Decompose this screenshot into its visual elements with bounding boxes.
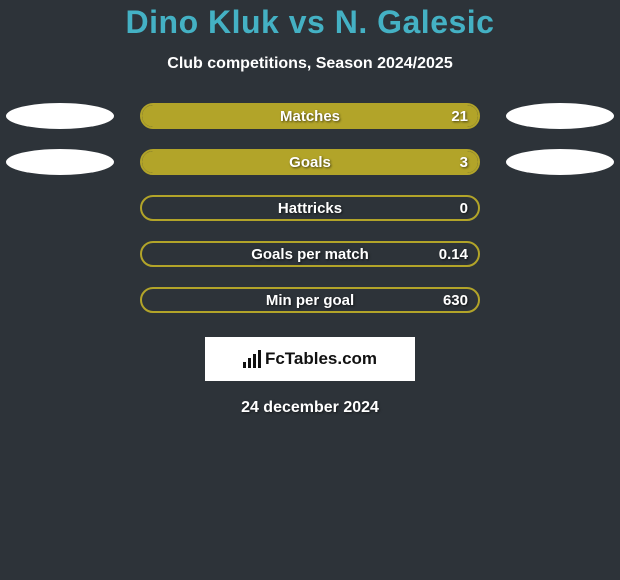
- stat-value: 0: [460, 200, 468, 217]
- logo-box: FcTables.com: [205, 337, 415, 381]
- stat-row: Min per goal 630: [0, 287, 620, 313]
- stat-row: Matches 21: [0, 103, 620, 129]
- stat-label: Min per goal: [266, 292, 354, 309]
- stat-label: Hattricks: [278, 200, 342, 217]
- stat-bar: Min per goal 630: [140, 287, 480, 313]
- player-left-marker: [6, 103, 114, 129]
- logo-text: FcTables.com: [265, 349, 377, 369]
- stat-label: Matches: [280, 108, 340, 125]
- infographic-container: Dino Kluk vs N. Galesic Club competition…: [0, 0, 620, 417]
- stat-value: 21: [451, 108, 468, 125]
- stat-bar: Goals per match 0.14: [140, 241, 480, 267]
- stat-value: 0.14: [439, 246, 468, 263]
- chart-icon: [243, 350, 261, 368]
- page-title: Dino Kluk vs N. Galesic: [126, 4, 495, 41]
- player-right-marker: [506, 103, 614, 129]
- stat-row: Goals per match 0.14: [0, 241, 620, 267]
- stat-bar: Matches 21: [140, 103, 480, 129]
- page-subtitle: Club competitions, Season 2024/2025: [167, 55, 452, 73]
- stat-bar: Goals 3: [140, 149, 480, 175]
- player-right-marker: [506, 149, 614, 175]
- player-left-marker: [6, 149, 114, 175]
- date-text: 24 december 2024: [241, 399, 379, 417]
- stat-value: 630: [443, 292, 468, 309]
- stat-label: Goals per match: [251, 246, 369, 263]
- stat-row: Hattricks 0: [0, 195, 620, 221]
- stat-label: Goals: [289, 154, 331, 171]
- stat-bar: Hattricks 0: [140, 195, 480, 221]
- stat-row: Goals 3: [0, 149, 620, 175]
- stat-rows: Matches 21 Goals 3 Hattricks 0 Goals per match…: [0, 103, 620, 313]
- stat-value: 3: [460, 154, 468, 171]
